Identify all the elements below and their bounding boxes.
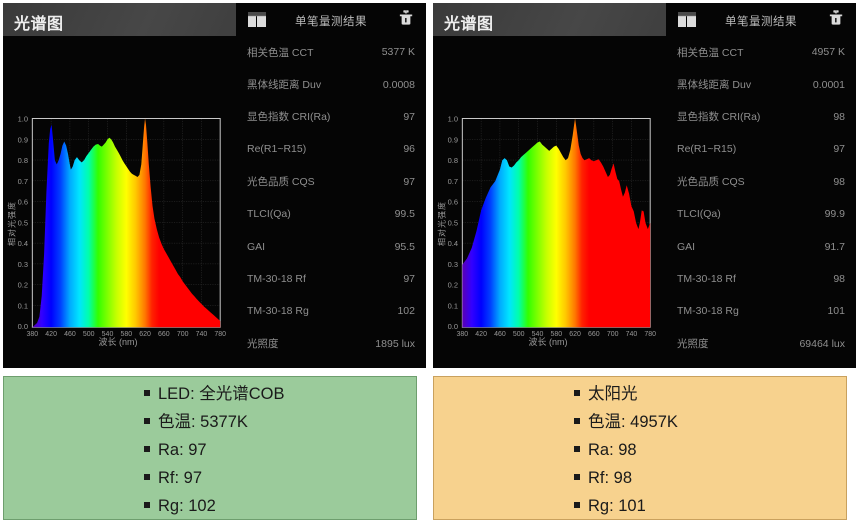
- svg-text:0.6: 0.6: [18, 198, 28, 207]
- svg-text:0.9: 0.9: [18, 135, 28, 144]
- svg-text:0.7: 0.7: [18, 177, 28, 186]
- svg-text:0.5: 0.5: [18, 218, 28, 227]
- svg-text:0.2: 0.2: [18, 281, 28, 290]
- svg-text:0.4: 0.4: [18, 239, 28, 248]
- svg-text:0.0: 0.0: [448, 322, 458, 331]
- svg-text:0.5: 0.5: [448, 218, 458, 227]
- svg-text:1.0: 1.0: [448, 115, 458, 124]
- svg-text:0.0: 0.0: [18, 322, 28, 331]
- svg-text:0.9: 0.9: [448, 135, 458, 144]
- svg-text:0.8: 0.8: [18, 156, 28, 165]
- svg-text:1.0: 1.0: [18, 115, 28, 124]
- svg-text:0.4: 0.4: [448, 239, 458, 248]
- svg-text:0.3: 0.3: [448, 260, 458, 269]
- svg-text:0.8: 0.8: [448, 156, 458, 165]
- svg-text:0.2: 0.2: [448, 281, 458, 290]
- svg-text:0.1: 0.1: [448, 301, 458, 310]
- svg-text:0.1: 0.1: [18, 301, 28, 310]
- svg-text:0.7: 0.7: [448, 177, 458, 186]
- svg-text:0.6: 0.6: [448, 198, 458, 207]
- svg-text:0.3: 0.3: [18, 260, 28, 269]
